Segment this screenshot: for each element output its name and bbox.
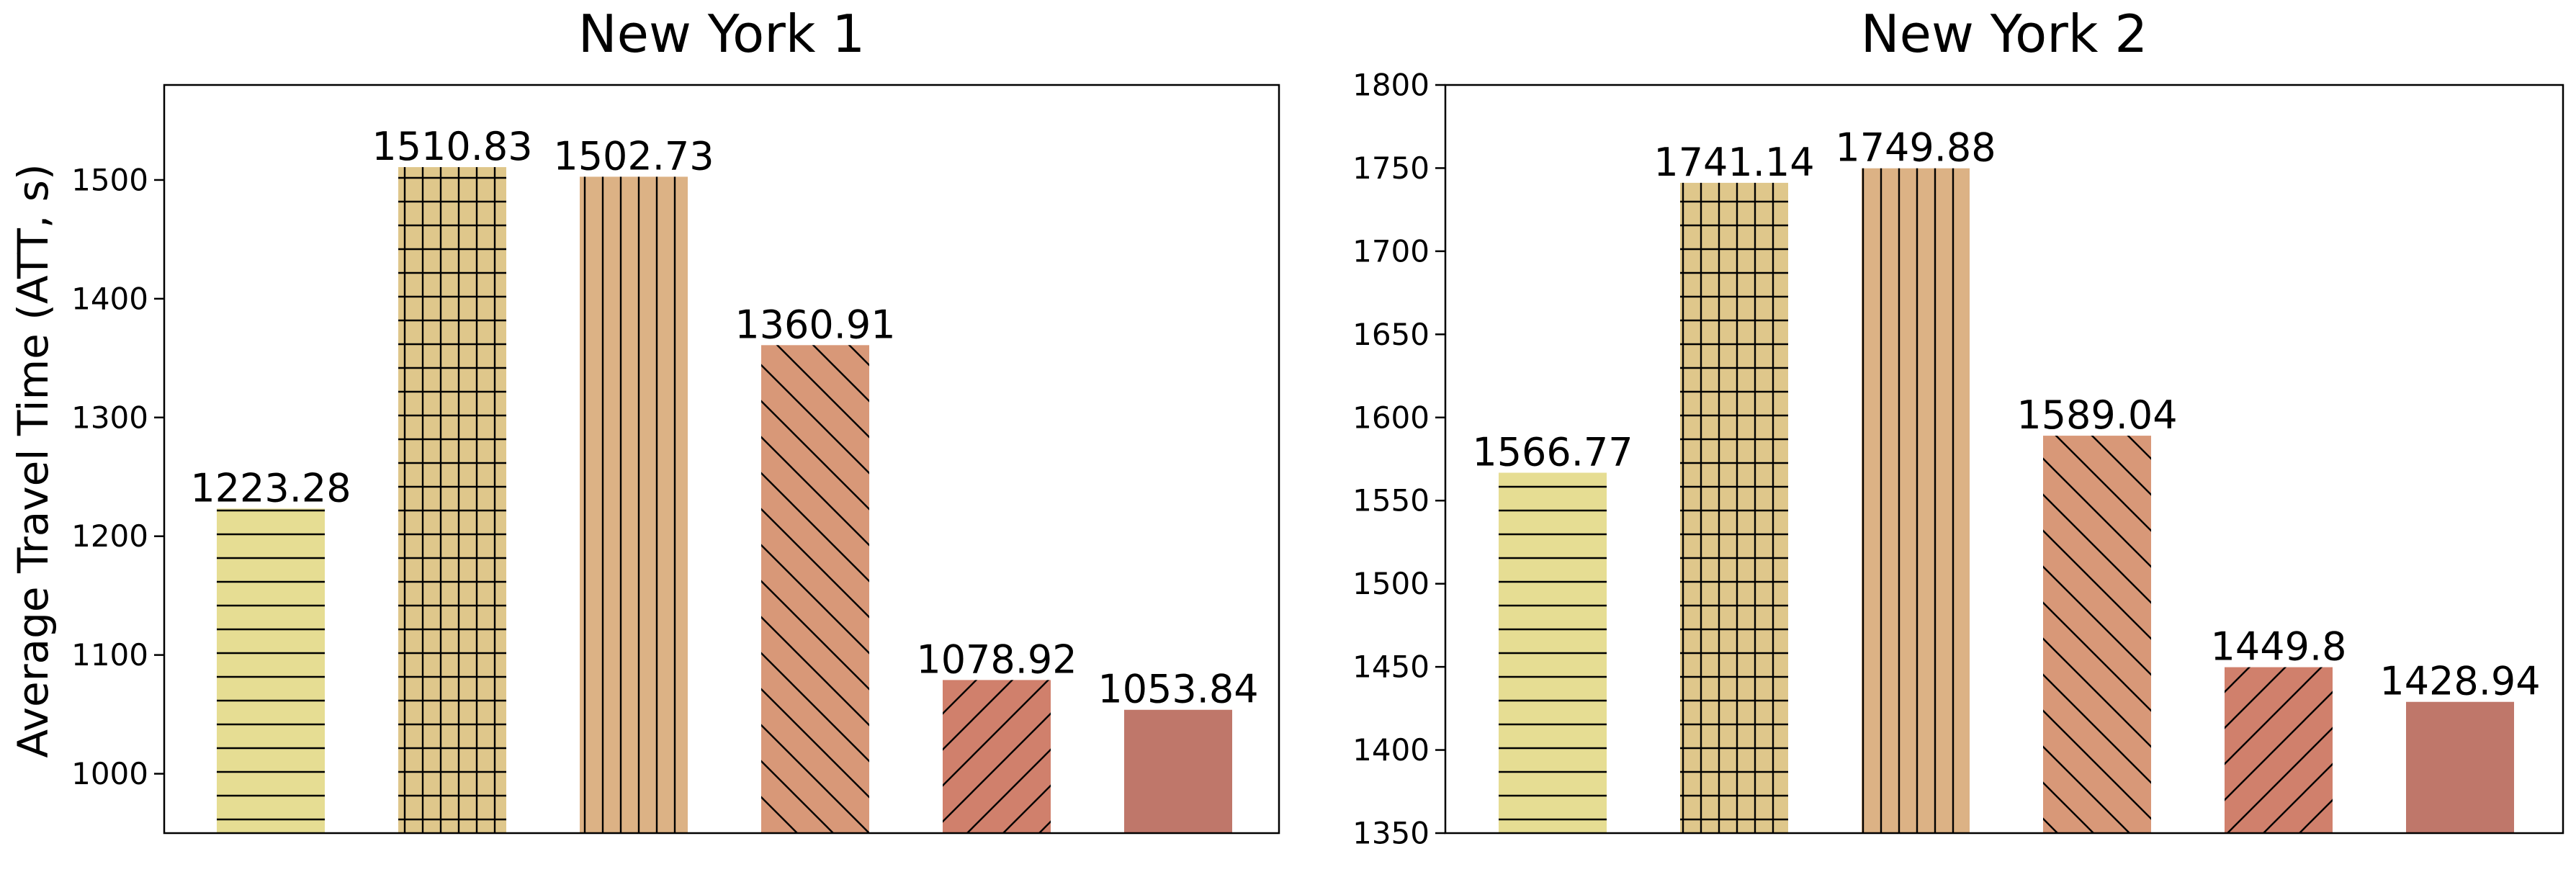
plot-frame — [1444, 84, 2564, 835]
bar-value-label: 1078.92 — [916, 637, 1077, 682]
y-tick-label: 1600 — [1352, 400, 1430, 435]
y-tick-label: 1400 — [1352, 732, 1430, 768]
bar-hatch — [1680, 182, 1788, 834]
bar-value-label: 1223.28 — [190, 465, 351, 511]
bar-hatch — [217, 508, 325, 833]
value-labels: 1566.77 1741.14 1749.88 1589.04 1449.8 1428.9… — [1472, 125, 2540, 704]
y-tick-label: 1450 — [1352, 649, 1430, 685]
bar-value-label: 1449.8 — [2211, 624, 2347, 670]
bar-hatch — [2225, 667, 2333, 833]
y-tick-label: 1300 — [71, 400, 148, 435]
panel-new-york-2: New York 2 13501400145015001550160016501… — [1352, 4, 2564, 851]
y-tick-label: 1550 — [1352, 483, 1430, 518]
y-tick-label: 1750 — [1352, 150, 1430, 186]
bar-hatch — [2043, 436, 2151, 833]
y-tick-label: 1400 — [71, 281, 148, 316]
y-axis-label: Average Travel Time (ATT, s) — [9, 163, 58, 758]
y-tick-label: 1350 — [1352, 816, 1430, 851]
bar-hatch — [580, 176, 688, 833]
bar-value-label: 1053.84 — [1098, 667, 1258, 712]
bar-hatch — [943, 680, 1051, 833]
y-tick-label: 1500 — [1352, 566, 1430, 601]
y-ticks: 1000 1100 1200 1300 1400 1500 — [71, 162, 164, 791]
panel-new-york-1: New York 1 1000 1100 1200 1300 1400 1500 1223… — [71, 4, 1280, 835]
bar-value-label: 1360.91 — [735, 302, 895, 347]
bar-hatch — [1499, 472, 1607, 833]
y-tick-label: 1100 — [71, 637, 148, 673]
y-tick-label: 1200 — [71, 518, 148, 554]
bar-hatch — [398, 167, 506, 833]
y-ticks: 1350 1400 1450 1500 1550 1600 1650 1700 1750 1800 — [1352, 68, 1445, 851]
y-tick-label: 1000 — [71, 756, 148, 791]
plot-frame — [163, 84, 1280, 835]
bar-value-label: 1566.77 — [1472, 430, 1633, 475]
bar-value-label: 1741.14 — [1653, 140, 1814, 185]
bar-value-label: 1502.73 — [553, 133, 714, 179]
bar-value-label: 1510.83 — [372, 124, 532, 169]
bar — [1124, 709, 1232, 833]
bar-value-label: 1589.04 — [2016, 392, 2177, 438]
y-tick-label: 1650 — [1352, 317, 1430, 352]
bar-value-label: 1428.94 — [2379, 659, 2540, 704]
bar-value-label: 1749.88 — [1835, 125, 1996, 171]
bar-hatch — [761, 345, 869, 834]
bar — [2406, 701, 2514, 833]
chart-title: New York 1 — [578, 4, 865, 64]
bar-hatch — [1862, 168, 1970, 834]
bars — [217, 167, 1232, 834]
chart-title: New York 2 — [1861, 4, 2148, 64]
y-tick-label: 1800 — [1352, 68, 1430, 103]
value-labels: 1223.28 1510.83 1502.73 1360.91 1078.92 1053.… — [190, 124, 1258, 712]
y-tick-label: 1500 — [71, 162, 148, 197]
y-tick-label: 1700 — [1352, 233, 1430, 269]
bars — [1499, 168, 2514, 834]
